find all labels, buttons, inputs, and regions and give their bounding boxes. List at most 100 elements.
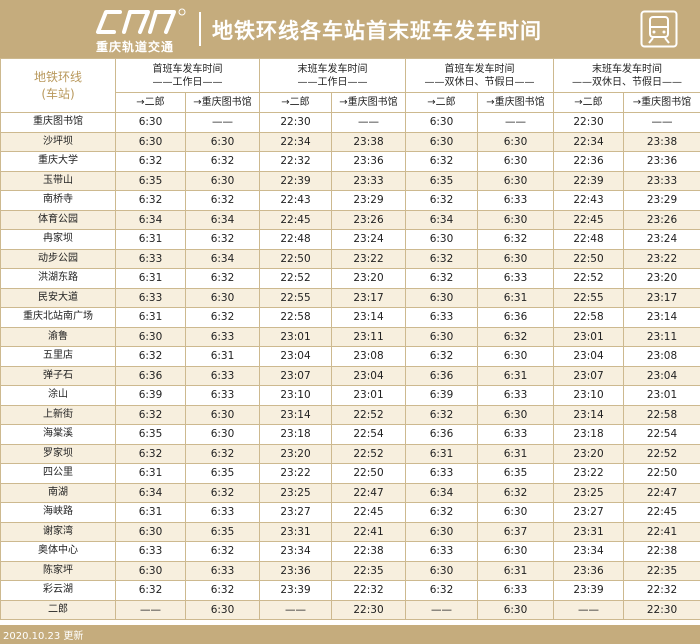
time-cell: —— (115, 599, 186, 620)
header-divider (199, 12, 201, 46)
time-cell: 6:31 (477, 365, 554, 386)
time-cell: 22:48 (259, 229, 332, 250)
time-cell: —— (185, 112, 260, 133)
station-name-cell: 海棠溪 (0, 424, 116, 445)
time-cell: 6:33 (185, 326, 260, 347)
time-cell: 22:34 (259, 131, 332, 152)
time-cell: 6:32 (405, 404, 478, 425)
time-cell: 6:32 (115, 443, 186, 464)
time-cell: 6:32 (477, 229, 554, 250)
time-cell: 6:31 (477, 287, 554, 308)
time-cell: 22:50 (331, 463, 406, 484)
time-cell: 22:35 (623, 560, 700, 581)
time-cell: 6:31 (405, 443, 478, 464)
time-cell: —— (477, 112, 554, 133)
time-cell: 6:32 (477, 326, 554, 347)
time-cell: 23:22 (259, 463, 332, 484)
time-cell: 23:14 (553, 404, 624, 425)
time-cell: 22:43 (259, 190, 332, 211)
station-name-cell: 二郎 (0, 599, 116, 620)
time-cell: 22:45 (553, 209, 624, 230)
time-cell: 6:32 (405, 248, 478, 269)
time-cell: 23:39 (553, 580, 624, 601)
time-cell: 23:04 (259, 346, 332, 367)
time-cell: 23:18 (553, 424, 624, 445)
time-cell: 6:32 (185, 229, 260, 250)
time-cell: 23:10 (553, 385, 624, 406)
group-header-last-weekday: 末班车发车时间 ——工作日—— (259, 58, 406, 93)
direction-header-library: →重庆图书馆 (623, 92, 700, 113)
time-cell: 6:33 (185, 502, 260, 523)
time-cell: 6:31 (115, 268, 186, 289)
time-cell: 6:30 (477, 404, 554, 425)
station-name-cell: 动步公园 (0, 248, 116, 269)
time-cell: 23:14 (331, 307, 406, 328)
table-row: 重庆北站南广场 6:31 6:32 22:58 23:14 6:33 6:36 22:58 23… (0, 307, 700, 328)
time-cell: 22:52 (553, 268, 624, 289)
time-cell: 6:30 (477, 248, 554, 269)
time-cell: 6:30 (185, 131, 260, 152)
time-cell: 6:33 (185, 560, 260, 581)
table-row: 洪湖东路 6:31 6:32 22:52 23:20 6:32 6:33 22:52 23:20 (0, 268, 700, 289)
time-cell: 6:35 (185, 463, 260, 484)
time-cell: 6:34 (185, 209, 260, 230)
time-cell: 6:34 (405, 482, 478, 503)
update-date: 2020.10.23 更新 (3, 631, 84, 642)
time-cell: 22:39 (553, 170, 624, 191)
station-name-cell: 冉家坝 (0, 229, 116, 250)
time-cell: 6:34 (185, 248, 260, 269)
station-column-header: 地铁环线 (车站) (0, 58, 116, 113)
time-cell: 6:32 (405, 580, 478, 601)
time-cell: 23:36 (331, 151, 406, 172)
direction-header-erlang: →二郎 (115, 92, 186, 113)
station-name-cell: 沙坪坝 (0, 131, 116, 152)
time-cell: 6:32 (185, 482, 260, 503)
time-cell: 23:39 (259, 580, 332, 601)
time-cell: 6:33 (185, 365, 260, 386)
timetable-body: 重庆图书馆 6:30 —— 22:30 —— 6:30 —— 22:30 —— 沙坪坝 6:30 6:… (0, 112, 700, 620)
table-row: 涂山 6:39 6:33 23:10 23:01 6:39 6:33 23:10 23:01 (0, 385, 700, 406)
time-cell: 6:32 (405, 346, 478, 367)
time-cell: 22:30 (259, 112, 332, 133)
time-cell: 23:25 (553, 482, 624, 503)
time-cell: 6:30 (185, 170, 260, 191)
time-cell: 6:33 (185, 385, 260, 406)
time-cell: 6:33 (477, 424, 554, 445)
time-cell: 22:39 (259, 170, 332, 191)
group-header-last-holiday: 末班车发车时间 ——双休日、节假日—— (553, 58, 700, 93)
time-cell: 6:33 (477, 580, 554, 601)
time-cell: 23:24 (331, 229, 406, 250)
table-row: 五里店 6:32 6:31 23:04 23:08 6:32 6:30 23:04 23:08 (0, 346, 700, 367)
time-cell: 6:35 (115, 424, 186, 445)
station-name-cell: 南湖 (0, 482, 116, 503)
time-cell: 6:31 (115, 307, 186, 328)
time-cell: 23:04 (623, 365, 700, 386)
time-cell: 23:38 (623, 131, 700, 152)
time-cell: 6:30 (477, 209, 554, 230)
time-cell: 22:58 (259, 307, 332, 328)
header-bar: 重庆轨道交通 地铁环线各车站首末班车发车时间 (0, 0, 700, 58)
direction-header-erlang: →二郎 (259, 92, 332, 113)
time-cell: 6:31 (185, 346, 260, 367)
time-cell: 23:36 (553, 560, 624, 581)
page-title: 地铁环线各车站首末班车发车时间 (212, 19, 542, 43)
time-cell: 6:30 (185, 424, 260, 445)
time-cell: 22:41 (331, 521, 406, 542)
cr-rail-logo: 重庆轨道交通 (94, 6, 190, 54)
time-cell: 6:33 (477, 385, 554, 406)
time-cell: 6:33 (477, 190, 554, 211)
time-cell: 23:18 (259, 424, 332, 445)
time-cell: 6:33 (405, 307, 478, 328)
time-cell: 6:30 (477, 599, 554, 620)
table-row: 海棠溪 6:35 6:30 23:18 22:54 6:36 6:33 23:18 22:54 (0, 424, 700, 445)
time-cell: 22:58 (553, 307, 624, 328)
time-cell: 6:32 (405, 151, 478, 172)
time-cell: 6:31 (477, 443, 554, 464)
time-cell: 23:01 (623, 385, 700, 406)
time-cell: 23:20 (331, 268, 406, 289)
time-cell: 23:08 (623, 346, 700, 367)
timetable: 地铁环线 (车站) 首班车发车时间 ——工作日—— 末班车发车时间 ——工作日—… (0, 58, 700, 620)
table-row: 奥体中心 6:33 6:32 23:34 22:38 6:33 6:30 23:34 22:38 (0, 541, 700, 562)
group-header-first-holiday: 首班车发车时间 ——双休日、节假日—— (405, 58, 554, 93)
time-cell: 22:52 (259, 268, 332, 289)
